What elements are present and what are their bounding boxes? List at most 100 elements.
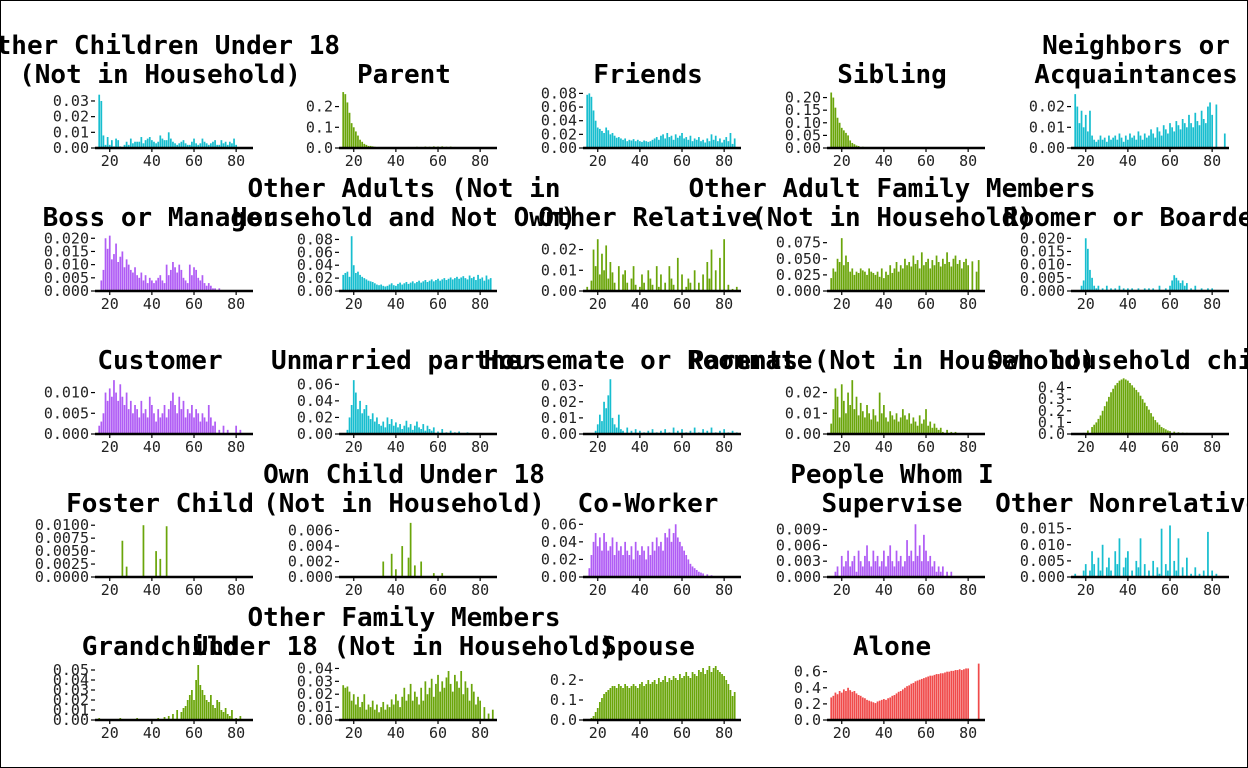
bar <box>849 271 852 291</box>
panel-title: Household and Not Own) <box>232 203 576 233</box>
bar <box>403 687 406 720</box>
bar <box>664 676 667 720</box>
bar <box>620 138 622 148</box>
bar <box>937 262 940 291</box>
bar <box>405 281 408 291</box>
y-tick-label: 0.1 <box>550 691 577 709</box>
bar <box>146 138 149 148</box>
x-tick-label: 20 <box>1077 295 1095 313</box>
bar <box>859 695 862 720</box>
bar <box>622 430 624 434</box>
bar <box>672 427 675 434</box>
bar <box>371 700 374 720</box>
x-tick-label: 80 <box>715 152 733 170</box>
bar <box>125 141 128 148</box>
bar <box>897 421 900 434</box>
bar <box>706 262 709 291</box>
bar <box>634 541 637 577</box>
bar <box>594 712 597 720</box>
bar <box>714 666 717 720</box>
bar <box>935 427 938 434</box>
y-tick-label: 0.06 <box>297 243 333 261</box>
y-tick-label: 0.00 <box>541 568 577 586</box>
bar <box>946 671 948 720</box>
bar <box>392 425 395 434</box>
bar <box>830 278 833 291</box>
bar <box>479 700 482 720</box>
bar <box>883 278 885 291</box>
bar <box>1145 406 1148 434</box>
bar <box>666 132 669 148</box>
bar <box>1154 420 1157 434</box>
y-tick-label: 0.02 <box>541 125 577 143</box>
bar <box>1223 133 1226 148</box>
bar <box>1192 127 1195 148</box>
bar <box>836 566 839 577</box>
x-tick-label: 20 <box>833 581 851 599</box>
bar <box>685 555 688 577</box>
bar <box>371 413 374 434</box>
bar <box>893 566 896 577</box>
bar <box>1080 285 1083 291</box>
bar <box>639 286 641 291</box>
bar <box>1209 102 1211 148</box>
bar <box>939 266 942 291</box>
bar <box>151 280 153 291</box>
x-tick-label: 40 <box>387 724 405 742</box>
bar <box>441 681 444 720</box>
bar <box>172 141 174 148</box>
bar <box>1089 110 1091 148</box>
bar <box>942 673 944 720</box>
bar <box>855 396 858 434</box>
bar <box>1127 139 1129 148</box>
bar <box>1194 567 1197 577</box>
bar <box>220 710 223 720</box>
bar <box>102 413 105 434</box>
bar <box>655 537 658 577</box>
bar <box>188 264 191 291</box>
bar <box>702 429 704 434</box>
bar <box>609 134 612 148</box>
bar <box>634 429 637 434</box>
bar <box>159 417 162 434</box>
bar <box>462 694 465 720</box>
bar <box>660 274 662 291</box>
bar <box>910 683 913 720</box>
bar <box>1211 570 1214 577</box>
bar <box>201 275 204 291</box>
bar <box>626 282 629 291</box>
x-tick-label: 20 <box>833 152 851 170</box>
y-tick-label: 0.02 <box>1029 98 1065 116</box>
y-tick-label: 0.10 <box>785 114 821 132</box>
bar <box>710 427 713 434</box>
bar <box>207 283 210 291</box>
bar <box>113 380 115 434</box>
bar <box>361 276 364 291</box>
bar <box>950 266 953 291</box>
bar <box>1179 129 1182 148</box>
bar <box>912 682 915 720</box>
bar <box>899 417 902 434</box>
bar <box>1154 137 1157 148</box>
x-tick-label: 40 <box>1119 152 1137 170</box>
bar <box>115 243 117 291</box>
y-tick-label: 0.2 <box>1038 402 1065 420</box>
x-tick-label: 80 <box>471 438 489 456</box>
bar <box>628 688 631 720</box>
y-tick-label: 0.010 <box>1020 536 1065 554</box>
bar <box>169 138 172 148</box>
bar <box>666 537 669 577</box>
bar <box>146 283 149 291</box>
bar <box>108 235 111 291</box>
x-tick-label: 60 <box>185 581 203 599</box>
bar <box>231 710 233 720</box>
bar <box>212 141 214 148</box>
bar <box>679 674 681 720</box>
bar <box>916 260 919 291</box>
bar <box>1200 288 1203 291</box>
y-tick-label: 0.075 <box>776 234 821 252</box>
x-tick-label: 80 <box>959 724 977 742</box>
bar <box>836 694 839 720</box>
bar <box>205 700 208 720</box>
